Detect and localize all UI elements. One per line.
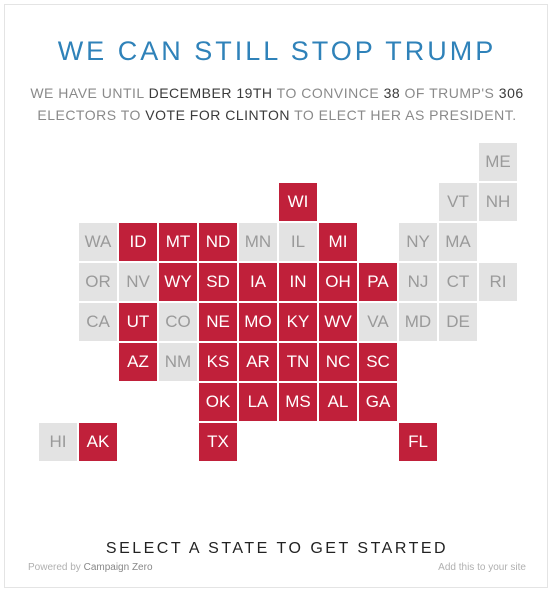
subtitle-text: OF TRUMP'S <box>400 85 499 101</box>
state-tile-al[interactable]: AL <box>319 383 357 421</box>
state-tile-sd[interactable]: SD <box>199 263 237 301</box>
state-tile-in[interactable]: IN <box>279 263 317 301</box>
add-to-site-link[interactable]: Add this to your site <box>438 562 526 573</box>
state-tile-wv[interactable]: WV <box>319 303 357 341</box>
state-tile-nm[interactable]: NM <box>159 343 197 381</box>
state-tile-ia[interactable]: IA <box>239 263 277 301</box>
state-tile-ne[interactable]: NE <box>199 303 237 341</box>
state-tile-wi[interactable]: WI <box>279 183 317 221</box>
state-tile-nj[interactable]: NJ <box>399 263 437 301</box>
state-tile-tx[interactable]: TX <box>199 423 237 461</box>
state-tile-tn[interactable]: TN <box>279 343 317 381</box>
powered-by: Powered by Campaign Zero <box>28 562 153 573</box>
state-tile-mo[interactable]: MO <box>239 303 277 341</box>
subtitle-text: ELECTORS TO <box>37 107 146 123</box>
state-tile-az[interactable]: AZ <box>119 343 157 381</box>
state-tile-ca[interactable]: CA <box>79 303 117 341</box>
campaign-zero-link[interactable]: Campaign Zero <box>83 562 153 573</box>
state-tile-oh[interactable]: OH <box>319 263 357 301</box>
page-title: WE CAN STILL STOP TRUMP <box>57 36 497 66</box>
state-tile-va[interactable]: VA <box>359 303 397 341</box>
state-tile-ms[interactable]: MS <box>279 383 317 421</box>
state-tile-pa[interactable]: PA <box>359 263 397 301</box>
state-tile-ut[interactable]: UT <box>119 303 157 341</box>
state-tile-ct[interactable]: CT <box>439 263 477 301</box>
state-tile-or[interactable]: OR <box>79 263 117 301</box>
state-tile-ga[interactable]: GA <box>359 383 397 421</box>
state-tile-nv[interactable]: NV <box>119 263 157 301</box>
state-tile-ok[interactable]: OK <box>199 383 237 421</box>
select-state-prompt: SELECT A STATE TO GET STARTED <box>105 540 449 557</box>
state-tile-nc[interactable]: NC <box>319 343 357 381</box>
state-tile-sc[interactable]: SC <box>359 343 397 381</box>
powered-by-label: Powered by <box>28 562 84 573</box>
state-tile-hi[interactable]: HI <box>39 423 77 461</box>
subtitle: WE HAVE UNTIL DECEMBER 19TH TO CONVINCE … <box>30 82 524 126</box>
state-tile-ri[interactable]: RI <box>479 263 517 301</box>
state-tile-ks[interactable]: KS <box>199 343 237 381</box>
electors-total-count: 306 <box>498 85 524 101</box>
state-tile-wy[interactable]: WY <box>159 263 197 301</box>
state-tile-de[interactable]: DE <box>439 303 477 341</box>
state-tile-mn[interactable]: MN <box>239 223 277 261</box>
state-tile-ak[interactable]: AK <box>79 423 117 461</box>
electors-needed-count: 38 <box>383 85 401 101</box>
state-tile-ma[interactable]: MA <box>439 223 477 261</box>
state-tile-la[interactable]: LA <box>239 383 277 421</box>
action-highlight: VOTE FOR CLINTON <box>145 107 290 123</box>
subtitle-text: TO ELECT HER AS PRESIDENT. <box>289 107 517 123</box>
subtitle-text: TO CONVINCE <box>272 85 384 101</box>
state-tile-co[interactable]: CO <box>159 303 197 341</box>
deadline-highlight: DECEMBER 19TH <box>148 85 273 101</box>
state-tile-mt[interactable]: MT <box>159 223 197 261</box>
state-tile-nh[interactable]: NH <box>479 183 517 221</box>
state-tile-ny[interactable]: NY <box>399 223 437 261</box>
state-tile-ky[interactable]: KY <box>279 303 317 341</box>
state-tile-vt[interactable]: VT <box>439 183 477 221</box>
state-tile-me[interactable]: ME <box>479 143 517 181</box>
state-tile-id[interactable]: ID <box>119 223 157 261</box>
state-tile-il[interactable]: IL <box>279 223 317 261</box>
state-tile-md[interactable]: MD <box>399 303 437 341</box>
state-tile-wa[interactable]: WA <box>79 223 117 261</box>
state-tile-mi[interactable]: MI <box>319 223 357 261</box>
state-tile-fl[interactable]: FL <box>399 423 437 461</box>
subtitle-text: WE HAVE UNTIL <box>30 85 149 101</box>
state-tile-ar[interactable]: AR <box>239 343 277 381</box>
state-tile-nd[interactable]: ND <box>199 223 237 261</box>
